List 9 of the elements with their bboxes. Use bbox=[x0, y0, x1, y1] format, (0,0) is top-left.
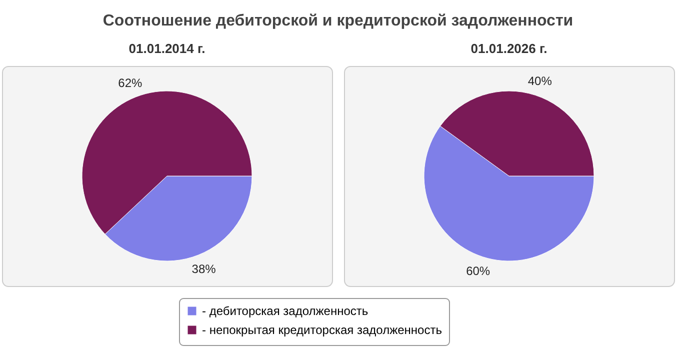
chart-subtitle: 01.01.2014 г. bbox=[128, 41, 206, 56]
data-label: 40% bbox=[528, 74, 552, 88]
data-label: 38% bbox=[192, 262, 216, 276]
data-label: 60% bbox=[466, 264, 490, 278]
data-label: 62% bbox=[118, 76, 143, 90]
legend-label: - дебиторская задолженность bbox=[202, 304, 368, 318]
chart-title: 01.01.2026 г. bbox=[470, 41, 548, 56]
chart-title: Соотношение дебиторской и кредиторской задолженности bbox=[102, 12, 574, 30]
legend-label: - непокрытая кредиторская задолженность bbox=[202, 323, 442, 337]
